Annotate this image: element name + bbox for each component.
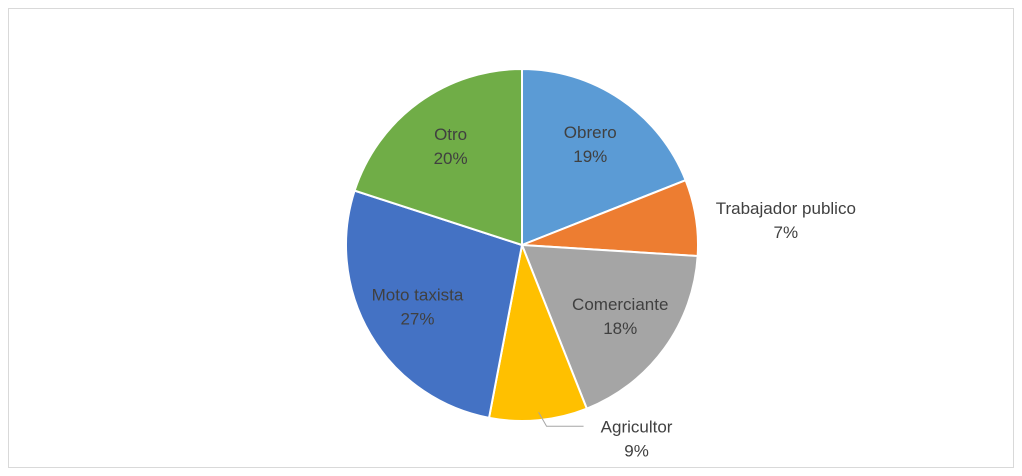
leader-line [538,411,584,427]
pie-slice [345,189,524,420]
slice-label: Trabajador publico [716,199,856,218]
slice-label: Otro [434,125,467,144]
slice-value-label: 7% [774,223,799,242]
pie-slice [520,243,699,410]
slice-label: Moto taxista [372,285,464,304]
pie-slice [521,67,687,247]
slice-label: Agricultor [601,418,673,437]
pie-slice [487,241,589,422]
slice-value-label: 19% [573,147,607,166]
pie-slice [353,67,523,247]
slice-value-label: 20% [434,149,468,168]
slice-label: Obrero [564,123,617,142]
slice-value-label: 9% [624,442,649,461]
slice-value-label: 18% [603,319,637,338]
slice-value-label: 27% [400,309,434,328]
slice-label: Comerciante [572,295,668,314]
